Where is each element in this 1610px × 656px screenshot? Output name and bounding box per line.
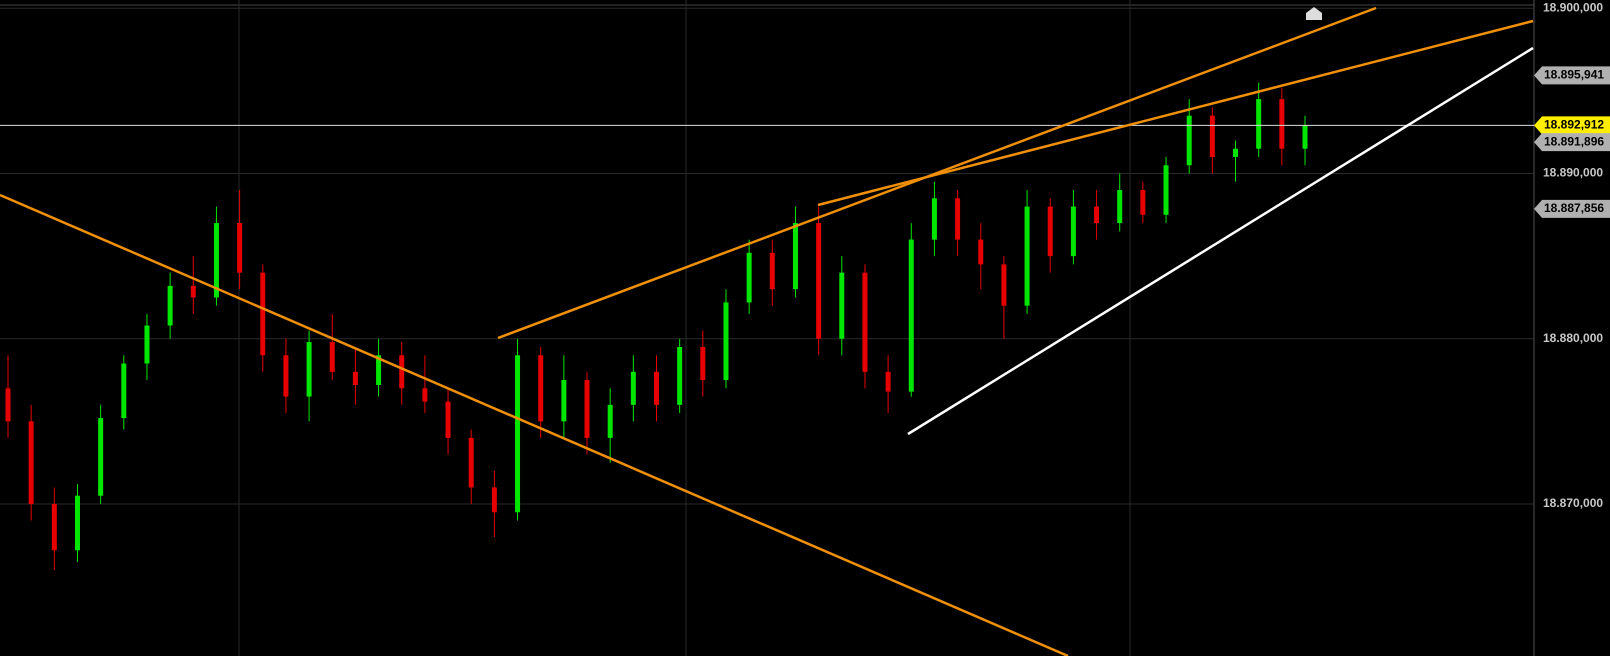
trend-line <box>907 46 1534 436</box>
candle-body <box>1302 125 1308 149</box>
candle-body <box>283 355 289 397</box>
candle-body <box>677 347 683 405</box>
candle-body <box>491 487 497 513</box>
candle-body <box>1256 99 1262 149</box>
candle-body <box>561 380 567 422</box>
price-marker <box>1534 199 1610 218</box>
candle-body <box>1117 190 1123 224</box>
candle-body <box>538 355 544 422</box>
candle-body <box>1001 264 1007 306</box>
candle-body <box>978 239 984 265</box>
price-marker-label: 18.887,856 <box>1544 201 1604 215</box>
price-marker <box>1534 116 1610 135</box>
home-icon[interactable] <box>1306 7 1322 20</box>
candle-body <box>144 325 150 364</box>
candle-body <box>839 272 845 339</box>
candle-body <box>352 371 358 386</box>
y-tick-label: 18.900,000 <box>1543 0 1603 14</box>
y-tick-label: 18.870,000 <box>1543 496 1603 510</box>
price-axis: 18.870,000 18.880,000 18.890,000 18.900,000… <box>1534 0 1610 510</box>
candle-body <box>121 363 127 419</box>
candle-body <box>329 342 335 372</box>
y-tick-label: 18.880,000 <box>1543 331 1603 345</box>
candle-body <box>1024 206 1030 306</box>
candle-body <box>51 503 57 551</box>
candle-body <box>376 355 382 386</box>
candle-body <box>1140 190 1146 215</box>
candle-body <box>515 355 521 513</box>
candle-body <box>1094 206 1100 224</box>
candle-body <box>260 272 266 356</box>
candle-body <box>1186 115 1192 166</box>
candle-body <box>28 421 34 504</box>
trend-line <box>0 193 1069 656</box>
candle-body <box>584 380 590 438</box>
candle-body <box>1279 99 1285 149</box>
candle-body <box>468 437 474 488</box>
candle-body <box>5 388 11 422</box>
candle-body <box>862 272 868 372</box>
candle-body <box>213 223 219 298</box>
trend-line <box>817 19 1534 207</box>
candle-body <box>1209 115 1215 157</box>
candle-body <box>908 239 914 392</box>
candle-body <box>607 404 613 438</box>
candle-body <box>1163 165 1169 215</box>
candle-body <box>792 223 798 290</box>
candle-body <box>167 285 173 326</box>
price-marker-label: 18.891,896 <box>1544 134 1604 148</box>
candle-body <box>74 495 80 551</box>
price-marker <box>1534 66 1610 85</box>
candle-body <box>931 198 937 240</box>
price-marker-label: 18.895,941 <box>1544 68 1604 82</box>
candle-body <box>399 355 405 389</box>
candle-body <box>955 198 961 240</box>
candle-body <box>237 223 243 273</box>
candle-body <box>1070 206 1076 257</box>
price-marker <box>1534 133 1610 152</box>
candle-body <box>723 302 729 381</box>
candle-body <box>422 388 428 402</box>
candle-body <box>769 252 775 290</box>
price-marker-label: 18.892,912 <box>1544 118 1604 132</box>
candle-body <box>445 401 451 438</box>
candle-body <box>306 342 312 397</box>
candle-body <box>98 418 104 496</box>
candle-body <box>885 371 891 392</box>
candle-body <box>1047 206 1053 257</box>
candle-body <box>630 371 636 405</box>
candle-body <box>746 252 752 303</box>
candle-body <box>654 371 659 405</box>
candle-body <box>190 285 196 298</box>
candles <box>0 7 1534 571</box>
candle-body <box>700 347 706 381</box>
candle-body <box>816 223 822 339</box>
y-tick-label: 18.890,000 <box>1543 166 1603 180</box>
trend-line <box>497 6 1377 340</box>
candle-body <box>1233 148 1239 157</box>
